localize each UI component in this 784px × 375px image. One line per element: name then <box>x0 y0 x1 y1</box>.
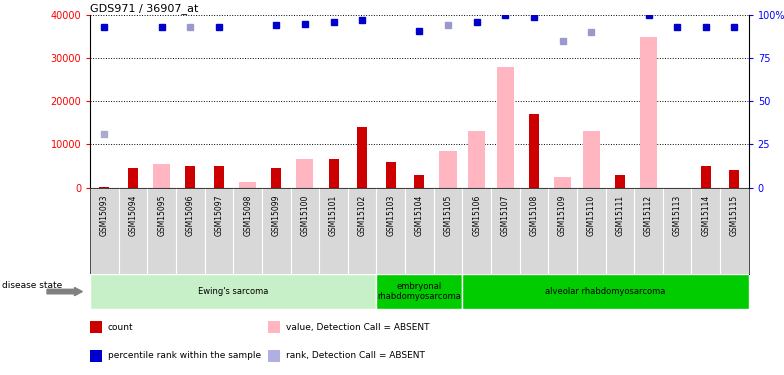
Bar <box>268 321 280 333</box>
Text: GSM15114: GSM15114 <box>701 194 710 236</box>
Bar <box>386 162 396 188</box>
Text: GSM15108: GSM15108 <box>529 194 539 236</box>
Text: rank, Detection Call = ABSENT: rank, Detection Call = ABSENT <box>285 351 425 360</box>
Bar <box>90 321 102 333</box>
Bar <box>358 127 367 188</box>
Text: GSM15100: GSM15100 <box>300 194 310 236</box>
Text: GSM15112: GSM15112 <box>644 194 653 236</box>
Bar <box>701 166 711 188</box>
Bar <box>214 166 224 188</box>
Bar <box>271 168 281 188</box>
Bar <box>239 182 256 188</box>
Text: GSM15096: GSM15096 <box>186 194 195 236</box>
Bar <box>268 350 280 362</box>
Text: GSM15094: GSM15094 <box>129 194 138 236</box>
Bar <box>100 187 110 188</box>
Bar <box>376 274 463 309</box>
Text: GSM15106: GSM15106 <box>472 194 481 236</box>
Text: GSM15113: GSM15113 <box>673 194 681 236</box>
Bar <box>554 177 572 188</box>
Text: GSM15102: GSM15102 <box>358 194 367 236</box>
Text: GSM15104: GSM15104 <box>415 194 424 236</box>
Bar <box>415 175 424 188</box>
Bar <box>758 172 768 188</box>
Text: Ewing's sarcoma: Ewing's sarcoma <box>198 287 268 296</box>
Text: percentile rank within the sample: percentile rank within the sample <box>108 351 261 360</box>
Text: GSM15105: GSM15105 <box>444 194 452 236</box>
Bar <box>640 37 657 188</box>
Text: GSM15111: GSM15111 <box>615 194 624 236</box>
Text: GSM15107: GSM15107 <box>501 194 510 236</box>
Text: value, Detection Call = ABSENT: value, Detection Call = ABSENT <box>285 322 430 332</box>
Text: GSM15099: GSM15099 <box>272 194 281 236</box>
Bar <box>90 274 376 309</box>
Bar <box>440 151 456 188</box>
Text: GSM15098: GSM15098 <box>243 194 252 236</box>
Bar <box>615 175 625 188</box>
Bar <box>185 166 195 188</box>
Bar <box>463 274 749 309</box>
Bar <box>128 168 138 188</box>
Text: disease state: disease state <box>2 280 62 290</box>
Text: GSM15097: GSM15097 <box>215 194 223 236</box>
Bar <box>529 114 539 188</box>
Text: GSM15110: GSM15110 <box>586 194 596 236</box>
Bar <box>296 159 314 188</box>
Text: GSM15093: GSM15093 <box>100 194 109 236</box>
Text: GSM15115: GSM15115 <box>730 194 739 236</box>
Bar <box>153 164 170 188</box>
Text: GSM15095: GSM15095 <box>158 194 166 236</box>
Bar <box>468 132 485 188</box>
Text: GSM15101: GSM15101 <box>329 194 338 236</box>
Text: GSM15103: GSM15103 <box>387 194 395 236</box>
Text: count: count <box>108 322 133 332</box>
Text: GSM15109: GSM15109 <box>558 194 567 236</box>
Bar <box>583 132 600 188</box>
Text: GDS971 / 36907_at: GDS971 / 36907_at <box>90 3 198 14</box>
Bar <box>729 170 739 188</box>
Bar <box>328 159 339 188</box>
Bar <box>497 67 514 188</box>
Text: embryonal
rhabdomyosarcoma: embryonal rhabdomyosarcoma <box>378 282 461 301</box>
Text: alveolar rhabdomyosarcoma: alveolar rhabdomyosarcoma <box>546 287 666 296</box>
Bar <box>90 350 102 362</box>
